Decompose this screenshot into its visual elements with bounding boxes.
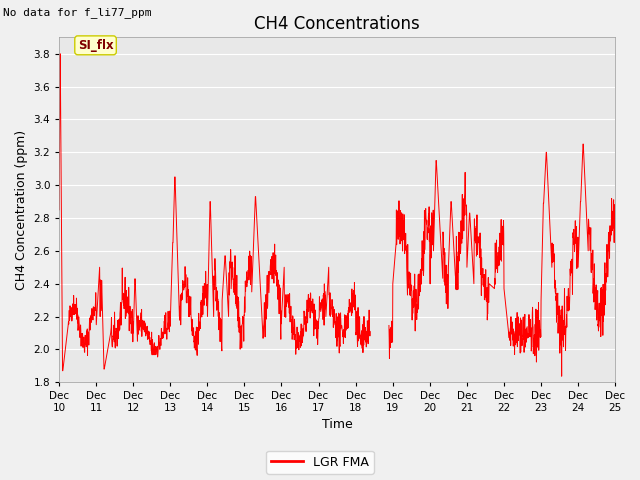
LGR FMA [211,287,218,292]
Legend: LGR FMA: LGR FMA [266,451,374,474]
LGR FMA [365,307,373,313]
LGR FMA [611,205,619,211]
LGR FMA [353,308,361,314]
LGR FMA [578,180,586,185]
Title: CH4 Concentrations: CH4 Concentrations [254,15,420,33]
LGR FMA [56,207,63,213]
LGR FMA [499,241,506,247]
Line: LGR FMA: LGR FMA [60,54,615,376]
Y-axis label: CH4 Concentration (ppm): CH4 Concentration (ppm) [15,130,28,290]
X-axis label: Time: Time [322,419,353,432]
Text: SI_flx: SI_flx [77,39,113,52]
LGR FMA [562,324,570,330]
Text: No data for f_li77_ppm: No data for f_li77_ppm [3,7,152,18]
